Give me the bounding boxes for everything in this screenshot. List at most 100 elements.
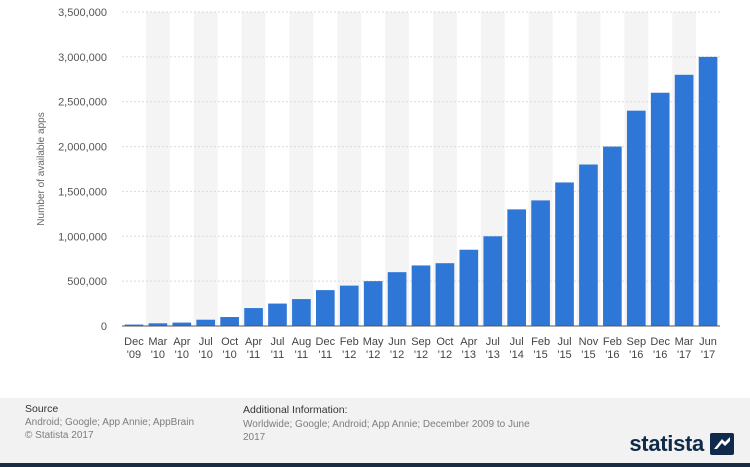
x-tick-label-year: '10	[175, 349, 189, 361]
bar	[674, 74, 694, 326]
bar	[387, 272, 407, 326]
x-tick-label-month: Feb	[531, 336, 550, 348]
x-tick-label-month: Jul	[270, 336, 284, 348]
x-tick-label-month: Sep	[411, 336, 431, 348]
additional-info-line-2: 2017	[243, 432, 266, 443]
x-tick-label-month: Sep	[626, 336, 646, 348]
x-tick-label-year: '12	[390, 349, 404, 361]
y-tick-label: 2,500,000	[58, 97, 107, 109]
bar	[315, 290, 335, 326]
x-tick-label-month: Jul	[199, 336, 213, 348]
x-tick-label-year: '11	[319, 349, 333, 361]
bar	[555, 182, 574, 326]
y-tick-label: 500,000	[67, 276, 107, 288]
column-band	[385, 12, 410, 326]
x-tick-label-month: Oct	[221, 336, 238, 348]
bar	[698, 56, 718, 326]
x-tick-label-month: Mar	[148, 336, 167, 348]
x-tick-label-year: '16	[605, 349, 619, 361]
bar	[244, 308, 263, 326]
footer: Source Android; Google; App Annie; AppBr…	[0, 398, 750, 467]
x-tick-label-month: May	[363, 336, 384, 348]
y-tick-label: 3,500,000	[58, 7, 107, 19]
y-tick-label: 2,000,000	[58, 142, 107, 154]
statista-wordmark: statista	[629, 431, 704, 456]
bar	[411, 265, 431, 326]
x-tick-label-month: Nov	[579, 336, 599, 348]
x-tick-label-month: Dec	[316, 336, 336, 348]
bar	[603, 146, 622, 326]
x-tick-label-year: '12	[366, 349, 380, 361]
y-tick-label: 0	[101, 321, 107, 333]
x-tick-label-month: Jul	[557, 336, 571, 348]
additional-info-label: Additional Information:	[243, 404, 348, 416]
x-tick-label-month: Aug	[292, 336, 312, 348]
source-line-2: © Statista 2017	[25, 430, 94, 441]
statista-brand[interactable]: statista	[629, 430, 734, 458]
bar	[435, 263, 455, 326]
x-tick-label-year: '13	[462, 349, 476, 361]
x-tick-label-month: Mar	[675, 336, 694, 348]
x-tick-label-month: Apr	[173, 336, 190, 348]
x-tick-label-year: '11	[271, 349, 285, 361]
column-band	[337, 12, 362, 326]
bar	[531, 200, 550, 326]
bar	[220, 317, 239, 326]
x-tick-label-year: '17	[677, 349, 691, 361]
x-tick-label-month: Jul	[486, 336, 500, 348]
x-tick-label-month: Jun	[699, 336, 717, 348]
bar	[196, 319, 216, 326]
column-band	[241, 12, 266, 326]
bar	[148, 323, 168, 326]
bar	[507, 209, 527, 326]
bar	[339, 285, 359, 326]
bar	[268, 303, 287, 326]
x-tick-label-year: '16	[629, 349, 643, 361]
footer-stripe	[0, 463, 750, 467]
chart-area: 0 500,000 1,000,000 1,500,000 2,000,000 2,500…	[36, 7, 720, 361]
column-band	[193, 12, 218, 326]
x-tick-label-month: Jun	[388, 336, 406, 348]
x-tick-label-year: '10	[151, 349, 165, 361]
y-axis-label: Number of available apps	[36, 112, 47, 225]
source-line-1: Android; Google; App Annie; AppBrain	[25, 417, 195, 428]
x-tick-label-year: '17	[701, 349, 715, 361]
column-band	[289, 12, 314, 326]
bar-chart: 0 500,000 1,000,000 1,500,000 2,000,000 2,500…	[36, 7, 720, 361]
x-tick-label-year: '15	[557, 349, 571, 361]
x-tick-label-year: '09	[127, 349, 141, 361]
x-tick-label-year: '11	[247, 349, 261, 361]
bar	[650, 92, 670, 326]
bar	[483, 236, 503, 326]
x-tick-label-month: Feb	[603, 336, 622, 348]
bar	[363, 281, 383, 326]
x-tick-label-year: '12	[438, 349, 452, 361]
bar	[626, 110, 646, 326]
x-tick-label-month: Dec	[650, 336, 670, 348]
y-tick-label: 1,500,000	[58, 186, 107, 198]
x-tick-label-month: Oct	[436, 336, 453, 348]
x-tick-label-year: '10	[199, 349, 213, 361]
x-tick-label-year: '16	[653, 349, 667, 361]
column-band	[432, 12, 457, 326]
y-tick-label: 3,000,000	[58, 52, 107, 64]
x-tick-label-month: Jul	[510, 336, 524, 348]
bar	[292, 299, 311, 326]
x-tick-label-year: '15	[533, 349, 547, 361]
x-tick-label-year: '10	[222, 349, 236, 361]
x-tick-label-year: '14	[510, 349, 524, 361]
bar	[459, 249, 479, 326]
x-tick-label-year: '15	[581, 349, 595, 361]
x-tick-label-year: '12	[342, 349, 356, 361]
x-tick-label-month: Apr	[245, 336, 262, 348]
x-tick-label-year: '11	[295, 349, 309, 361]
column-band	[145, 12, 170, 326]
bar	[579, 164, 598, 326]
x-tick-label-month: Dec	[124, 336, 144, 348]
statista-logo-icon	[710, 433, 734, 455]
x-tick-label-year: '12	[414, 349, 428, 361]
x-tick-label-month: Apr	[460, 336, 477, 348]
x-tick-label-year: '13	[486, 349, 500, 361]
y-tick-label: 1,000,000	[58, 231, 107, 243]
x-tick-label-month: Feb	[340, 336, 359, 348]
